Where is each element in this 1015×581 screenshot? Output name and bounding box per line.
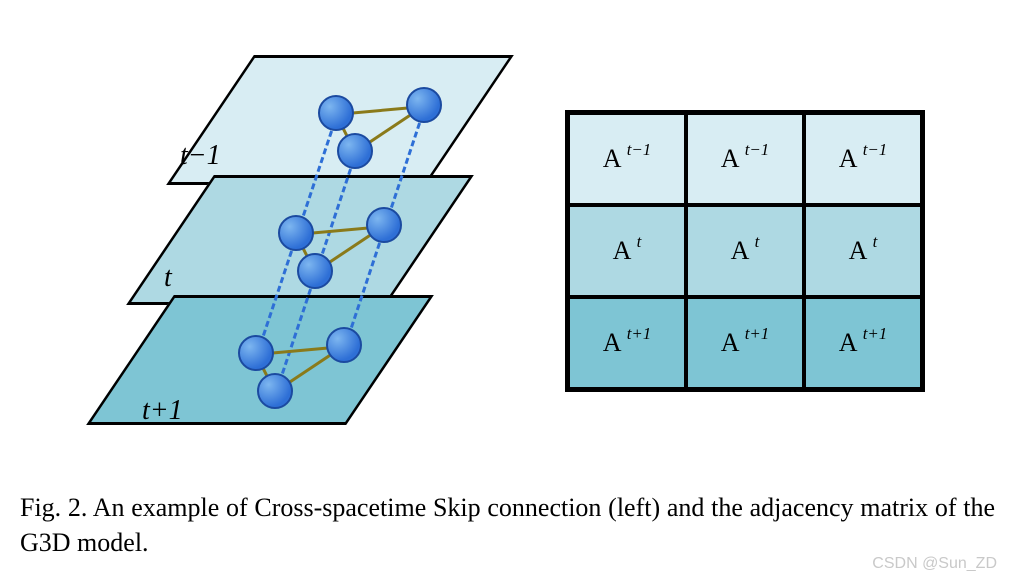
- matrix-cell: A t+1: [686, 297, 804, 389]
- plane-label-t-minus-1: t−1: [180, 140, 221, 172]
- matrix-cell: A t−1: [568, 113, 686, 205]
- matrix-cell: A t: [804, 205, 922, 297]
- matrix-cell: A t−1: [804, 113, 922, 205]
- graph-node: [238, 335, 274, 371]
- figure-caption: Fig. 2. An example of Cross-spacetime Sk…: [20, 490, 995, 560]
- graph-node: [318, 95, 354, 131]
- plane-label-t: t: [164, 262, 172, 294]
- watermark: CSDN @Sun_ZD: [872, 555, 997, 573]
- matrix-cell: A t: [568, 205, 686, 297]
- matrix-cell: A t+1: [804, 297, 922, 389]
- graph-node: [278, 215, 314, 251]
- plane-label-t-plus-1: t+1: [142, 395, 183, 427]
- matrix-cell: A t: [686, 205, 804, 297]
- matrix-cell: A t−1: [686, 113, 804, 205]
- cross-spacetime-diagram: t−1 t t+1: [90, 40, 510, 460]
- adjacency-matrix: A t−1A t−1A t−1A tA tA tA t+1A t+1A t+1: [565, 110, 925, 392]
- matrix-cell: A t+1: [568, 297, 686, 389]
- figure-area: t−1 t t+1 A t−1A t−1A t−1A tA tA tA t+1A…: [0, 0, 1015, 485]
